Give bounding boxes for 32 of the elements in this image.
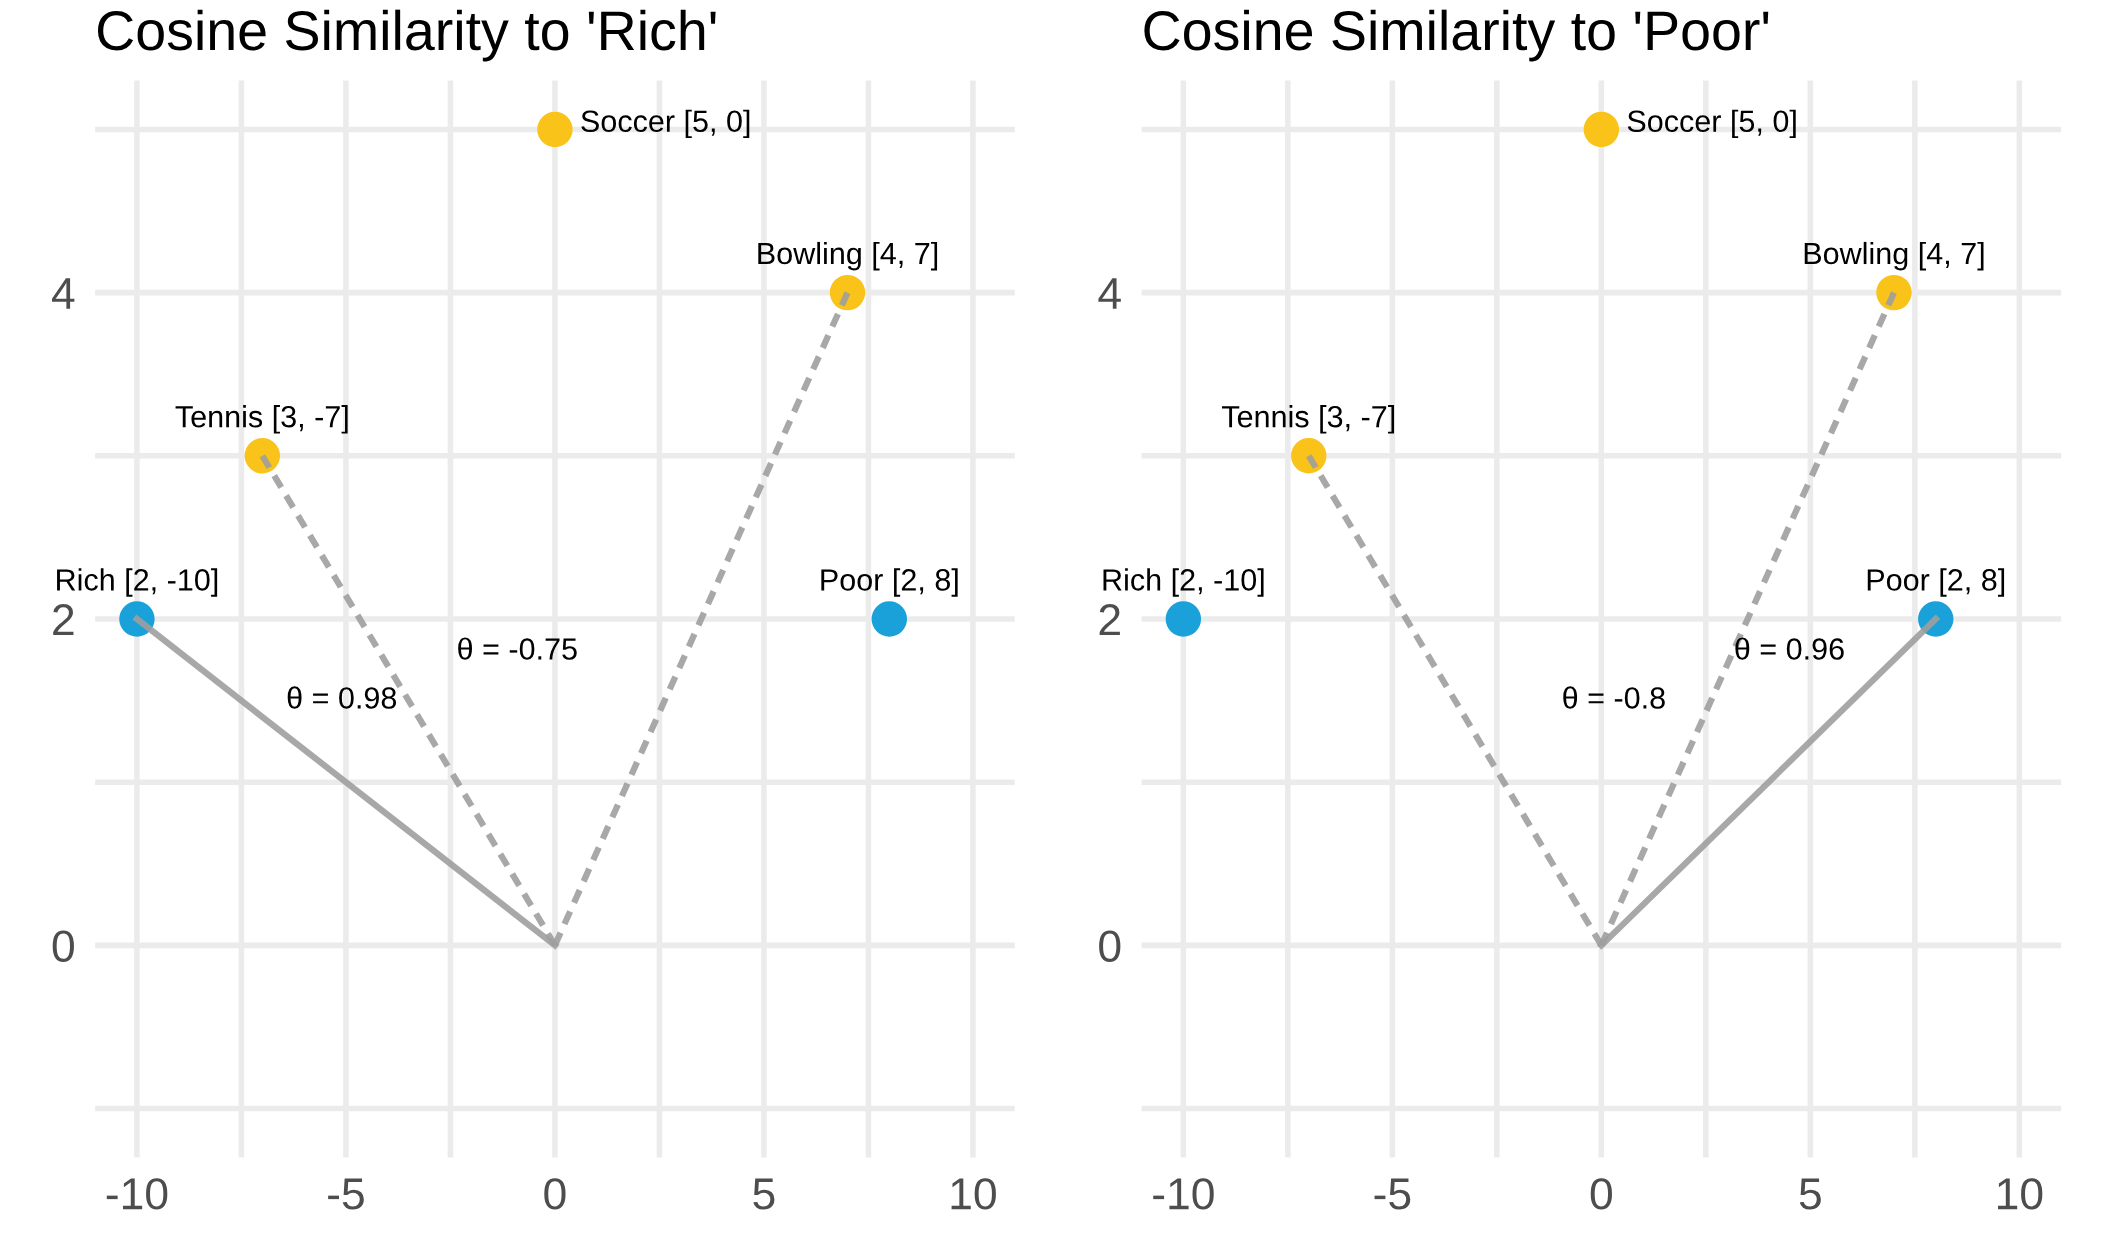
x-tick-label: 0 (1590, 1178, 1612, 1210)
x-tick-label: -10 (106, 1178, 168, 1210)
data-label: Rich [2, -10] (1103, 568, 1264, 597)
annotation: θ = 0.98 (287, 686, 397, 709)
annotation: θ = -0.75 (458, 637, 577, 660)
annotation: θ = 0.96 (1735, 637, 1844, 660)
x-tick-label: -5 (1374, 1178, 1411, 1210)
y-tick-label: 4 (1098, 278, 1121, 309)
y-tick-label: 2 (1099, 604, 1120, 636)
x-tick-label: 5 (753, 1178, 775, 1210)
x-tick-label: 0 (544, 1178, 566, 1210)
data-label: Soccer [5, 0] (1627, 109, 1796, 139)
y-tick-label: 4 (51, 278, 75, 309)
x-tick-label: -5 (328, 1178, 364, 1210)
x-tick-label: 10 (951, 1178, 996, 1210)
y-tick-label: 0 (1099, 930, 1121, 962)
y-tick-label: 2 (53, 604, 74, 636)
y-tick-label: 0 (52, 930, 74, 962)
x-tick-label: 10 (1998, 1178, 2043, 1210)
annotation: θ = -0.8 (1563, 686, 1665, 709)
data-label: Tennis [3, -7] (1221, 405, 1395, 434)
x-tick-label: -10 (1153, 1178, 1214, 1210)
chart-title: Cosine Similarity to 'Rich' (97, 9, 716, 62)
data-label: Poor [2, 8] (821, 568, 958, 597)
x-tick-label: 5 (1799, 1178, 1821, 1210)
data-label: Tennis [3, -7] (175, 405, 348, 434)
data-label: Poor [2, 8] (1867, 568, 2005, 597)
data-label: Bowling [4, 7] (758, 241, 938, 271)
data-label: Rich [2, -10] (57, 568, 218, 597)
data-label: Soccer [5, 0] (581, 109, 750, 139)
data-label: Bowling [4, 7] (1804, 241, 1984, 271)
chart-title: Cosine Similarity to 'Poor' (1144, 9, 1769, 62)
